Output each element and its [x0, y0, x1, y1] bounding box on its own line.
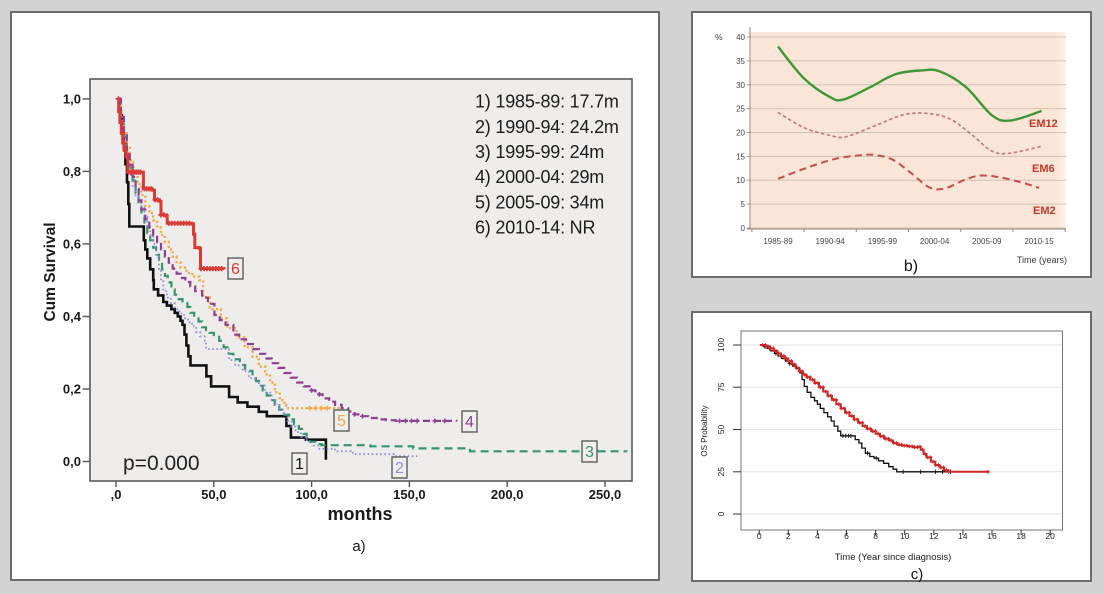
svg-text:5) 2005-09: 34m: 5) 2005-09: 34m — [475, 192, 604, 212]
svg-text:b): b) — [904, 258, 918, 275]
svg-text:6) 2010-14: NR: 6) 2010-14: NR — [475, 218, 595, 238]
svg-text:1,0: 1,0 — [63, 91, 81, 106]
svg-text:8: 8 — [873, 531, 878, 541]
svg-text:0,8: 0,8 — [63, 164, 81, 179]
svg-text:1995-99: 1995-99 — [868, 237, 898, 246]
svg-text:35: 35 — [736, 57, 745, 66]
svg-text:,0: ,0 — [111, 487, 122, 502]
svg-text:c): c) — [911, 566, 924, 583]
svg-text:250,0: 250,0 — [589, 487, 622, 502]
svg-text:EM6: EM6 — [1032, 163, 1055, 175]
svg-text:EM12: EM12 — [1029, 118, 1058, 130]
svg-text:16: 16 — [987, 531, 997, 541]
svg-text:3: 3 — [585, 444, 594, 461]
svg-text:a): a) — [352, 538, 365, 555]
svg-text:20: 20 — [1045, 531, 1055, 541]
svg-text:0: 0 — [757, 531, 762, 541]
svg-text:12: 12 — [929, 531, 939, 541]
svg-text:3) 1995-99: 24m: 3) 1995-99: 24m — [475, 142, 604, 162]
svg-text:2) 1990-94: 24.2m: 2) 1990-94: 24.2m — [475, 117, 619, 137]
svg-text:OS Probability: OS Probability — [700, 405, 709, 456]
svg-text:0,0: 0,0 — [63, 454, 81, 469]
svg-text:5: 5 — [337, 413, 346, 430]
svg-text:4: 4 — [465, 414, 474, 431]
svg-text:0: 0 — [716, 511, 726, 516]
svg-text:2: 2 — [395, 460, 404, 477]
svg-text:25: 25 — [716, 467, 726, 477]
svg-text:10: 10 — [900, 531, 910, 541]
svg-text:30: 30 — [736, 81, 745, 90]
svg-text:2005-09: 2005-09 — [972, 237, 1002, 246]
svg-text:months: months — [328, 504, 393, 524]
svg-text:20: 20 — [736, 129, 745, 138]
svg-text:40: 40 — [736, 33, 745, 42]
svg-text:25: 25 — [736, 105, 745, 114]
svg-text:6: 6 — [231, 261, 240, 278]
svg-text:15: 15 — [736, 152, 745, 161]
svg-text:6: 6 — [844, 531, 849, 541]
svg-text:Time (Year since diagnosis): Time (Year since diagnosis) — [835, 552, 952, 563]
svg-text:1985-89: 1985-89 — [763, 237, 793, 246]
svg-text:0,2: 0,2 — [63, 382, 81, 397]
svg-text:1: 1 — [295, 456, 304, 473]
svg-text:18: 18 — [1016, 531, 1026, 541]
svg-text:4) 2000-04: 29m: 4) 2000-04: 29m — [475, 167, 604, 187]
svg-text:50,0: 50,0 — [201, 487, 226, 502]
svg-text:Cum Survival: Cum Survival — [42, 222, 59, 321]
svg-text:150,0: 150,0 — [393, 487, 426, 502]
svg-text:0,6: 0,6 — [63, 236, 81, 251]
svg-text:1990-94: 1990-94 — [816, 237, 846, 246]
svg-text:2000-04: 2000-04 — [920, 237, 950, 246]
svg-text:75: 75 — [716, 382, 726, 392]
svg-text:Time (years): Time (years) — [1017, 255, 1067, 265]
svg-text:4: 4 — [815, 531, 820, 541]
svg-text:2: 2 — [786, 531, 791, 541]
svg-text:14: 14 — [958, 531, 968, 541]
svg-text:0,4: 0,4 — [63, 309, 82, 324]
svg-text:2010-15: 2010-15 — [1024, 237, 1054, 246]
svg-text:0: 0 — [741, 224, 746, 233]
svg-text:200,0: 200,0 — [491, 487, 524, 502]
svg-text:5: 5 — [741, 200, 746, 209]
svg-text:1) 1985-89: 17.7m: 1) 1985-89: 17.7m — [475, 92, 619, 112]
svg-text:100: 100 — [716, 338, 726, 352]
svg-text:10: 10 — [736, 176, 745, 185]
svg-text:100,0: 100,0 — [295, 487, 328, 502]
svg-text:EM2: EM2 — [1033, 205, 1056, 217]
svg-text:%: % — [715, 32, 723, 42]
svg-text:p=0.000: p=0.000 — [123, 452, 200, 475]
svg-text:50: 50 — [716, 425, 726, 435]
